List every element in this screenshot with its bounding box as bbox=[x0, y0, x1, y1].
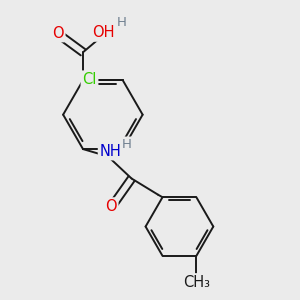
Text: OH: OH bbox=[92, 25, 115, 40]
Text: H: H bbox=[122, 138, 131, 151]
Text: Cl: Cl bbox=[82, 72, 97, 87]
Text: O: O bbox=[105, 199, 117, 214]
Text: CH₃: CH₃ bbox=[183, 275, 210, 290]
Text: H: H bbox=[116, 16, 126, 29]
Text: O: O bbox=[52, 26, 64, 40]
Text: NH: NH bbox=[100, 144, 121, 159]
